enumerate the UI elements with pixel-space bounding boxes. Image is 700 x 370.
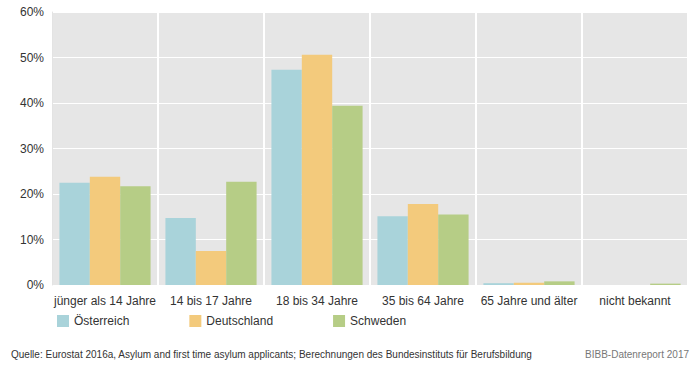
svg-text:10%: 10% (20, 233, 44, 247)
svg-text:Schweden: Schweden (350, 314, 406, 328)
svg-text:40%: 40% (20, 96, 44, 110)
svg-text:Deutschland: Deutschland (206, 314, 273, 328)
svg-text:35 bis 64 Jahre: 35 bis 64 Jahre (382, 294, 464, 308)
svg-text:18 bis 34 Jahre: 18 bis 34 Jahre (276, 294, 358, 308)
svg-text:0%: 0% (27, 278, 45, 292)
svg-text:60%: 60% (20, 5, 44, 19)
svg-text:20%: 20% (20, 187, 44, 201)
svg-text:65 Jahre und älter: 65 Jahre und älter (481, 294, 578, 308)
svg-text:14 bis 17 Jahre: 14 bis 17 Jahre (170, 294, 252, 308)
svg-text:50%: 50% (20, 51, 44, 65)
svg-text:BIBB-Datenreport 2017: BIBB-Datenreport 2017 (585, 349, 689, 360)
svg-text:Quelle: Eurostat 2016a, Asylum: Quelle: Eurostat 2016a, Asylum and first… (11, 349, 532, 360)
svg-text:nicht bekannt: nicht bekannt (599, 294, 671, 308)
svg-text:30%: 30% (20, 142, 44, 156)
svg-text:Österreich: Österreich (74, 314, 129, 328)
svg-text:jünger als 14 Jahre: jünger als 14 Jahre (53, 294, 156, 308)
